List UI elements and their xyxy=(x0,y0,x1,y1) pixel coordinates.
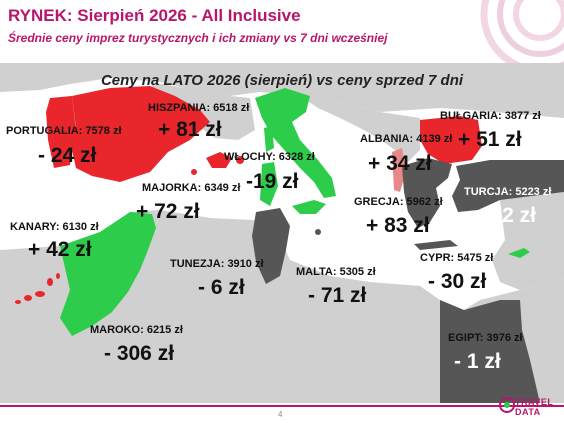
portugal-shape xyxy=(46,96,76,168)
region-change-maroko: - 306 zł xyxy=(104,342,175,365)
region-change-egipt: - 1 zł xyxy=(454,350,501,373)
region-change-bulgaria: + 51 zł xyxy=(458,128,522,151)
region-label-cypr: CYPR: 5475 zł xyxy=(420,252,494,264)
turkey-shape xyxy=(452,160,564,212)
region-label-egipt: EGIPT: 3976 zł xyxy=(448,332,523,344)
logo-text-data: DATA xyxy=(515,407,541,417)
logo-text-travel: TRAVEL xyxy=(515,397,554,407)
region-label-bulgaria: BUŁGARIA: 3877 zł xyxy=(440,110,541,122)
region-label-malta: MALTA: 5305 zł xyxy=(296,266,376,278)
region-change-hiszpania: + 81 zł xyxy=(158,118,222,141)
region-label-maroko: MAROKO: 6215 zł xyxy=(90,324,183,336)
egypt-shape xyxy=(440,300,540,403)
map-title: Ceny na LATO 2026 (sierpień) vs ceny spr… xyxy=(100,72,464,89)
mediterranean-map xyxy=(0,63,564,403)
bulgaria-shape xyxy=(420,116,482,164)
crete-shape xyxy=(414,240,458,250)
page-number: 4 xyxy=(278,410,283,419)
morocco-shape xyxy=(60,212,156,336)
cyprus-shape xyxy=(508,248,530,258)
page-title: RYNEK: Sierpień 2026 - All Inclusive xyxy=(8,6,301,25)
region-change-albania: + 34 zł xyxy=(368,152,432,175)
italy-shape xyxy=(255,88,336,198)
region-label-albania: ALBANIA: 4139 zł xyxy=(360,133,453,145)
region-label-portugalia: PORTUGALIA: 7578 zł xyxy=(6,125,122,137)
region-label-grecja: GRECJA: 5962 zł xyxy=(354,196,443,208)
region-change-portugalia: - 24 zł xyxy=(38,144,97,167)
region-change-kanary: + 42 zł xyxy=(28,238,92,261)
sardinia-shape xyxy=(260,162,278,206)
malta-shape xyxy=(315,229,321,235)
region-change-majorka: + 72 zł xyxy=(136,200,200,223)
corsica-shape xyxy=(264,126,274,152)
region-change-malta: - 71 zł xyxy=(308,284,367,307)
region-change-wlochy: -19 zł xyxy=(246,170,299,193)
greece-shape xyxy=(402,158,452,228)
page-subtitle: Średnie ceny imprez turystycznych i ich … xyxy=(8,31,388,45)
land-balkans xyxy=(300,96,420,165)
region-label-turcja: TURCJA: 5223 zł xyxy=(464,186,552,198)
travel-data-logo-icon xyxy=(499,397,515,413)
region-change-cypr: - 30 zł xyxy=(428,270,487,293)
footer-divider xyxy=(0,405,564,407)
land-france xyxy=(150,82,255,140)
majorca-shape xyxy=(206,152,232,168)
region-label-wlochy: WŁOCHY: 6328 zł xyxy=(224,151,315,163)
region-label-hiszpania: HISZPANIA: 6518 zł xyxy=(148,102,250,114)
region-change-tunezja: - 6 zł xyxy=(198,276,245,299)
land-middle-east xyxy=(492,192,564,290)
region-label-kanary: KANARY: 6130 zł xyxy=(10,221,99,233)
region-change-turcja: + 2 zł xyxy=(484,204,536,227)
sicily-shape xyxy=(292,200,326,214)
albania-shape xyxy=(392,148,406,192)
region-label-tunezja: TUNEZJA: 3910 zł xyxy=(170,258,264,270)
tunisia-shape xyxy=(252,208,290,284)
spain-shape xyxy=(72,86,210,182)
decorative-circles-icon xyxy=(480,0,564,63)
region-change-grecja: + 83 zł xyxy=(366,214,430,237)
region-label-majorka: MAJORKA: 6349 zł xyxy=(142,182,241,194)
